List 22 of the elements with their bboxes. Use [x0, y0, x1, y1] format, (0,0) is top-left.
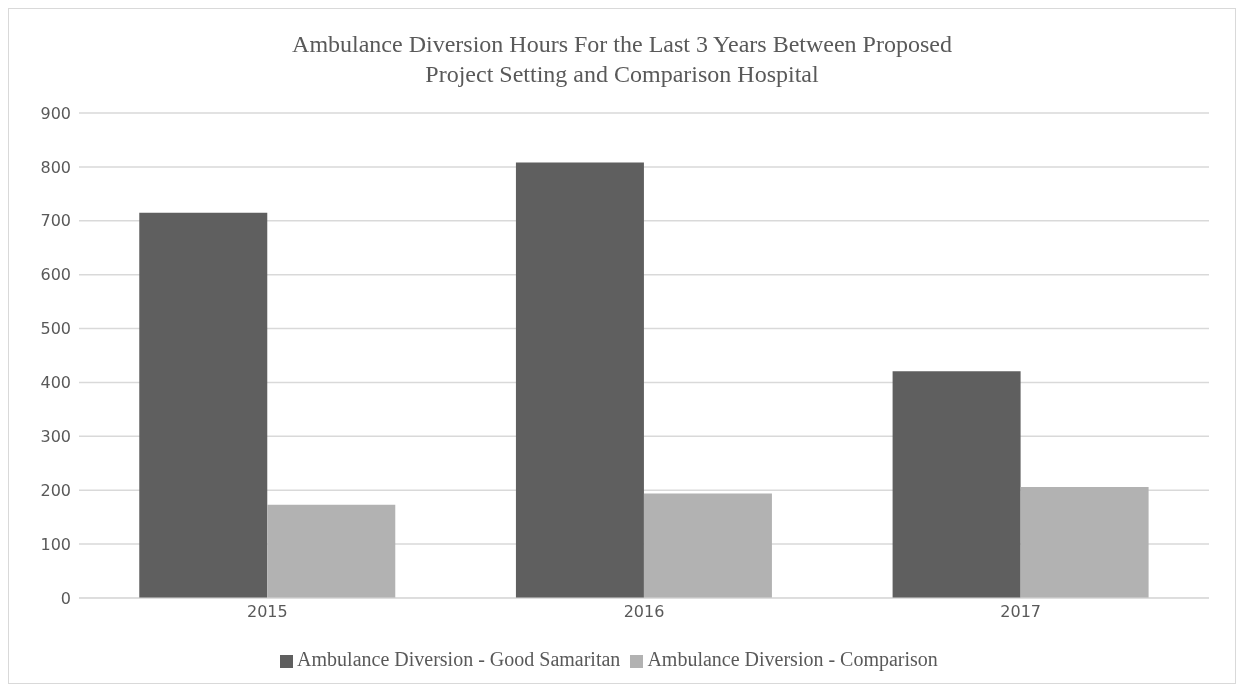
x-tick-label: 2016: [623, 602, 665, 622]
y-tick-label: 400: [40, 373, 71, 393]
bar: [892, 371, 1021, 598]
bar: [267, 504, 396, 598]
bar: [1020, 486, 1149, 598]
y-tick-label: 0: [60, 588, 71, 608]
y-tick-label: 300: [40, 427, 71, 447]
y-tick-label: 900: [40, 103, 71, 123]
legend-label: Ambulance Diversion - Comparison: [647, 648, 938, 670]
y-tick-label: 200: [40, 480, 71, 500]
bar: [643, 493, 772, 598]
legend-label: Ambulance Diversion - Good Samaritan: [297, 648, 621, 670]
y-tick-label: 600: [40, 265, 71, 285]
x-tick-label: 2017: [1000, 602, 1042, 622]
y-tick-label: 700: [40, 211, 71, 231]
y-tick-label: 100: [40, 534, 71, 554]
bar: [515, 162, 644, 598]
x-tick-label: 2015: [246, 602, 288, 622]
bar: [139, 212, 268, 598]
y-tick-label: 500: [40, 319, 71, 339]
y-tick-label: 800: [40, 157, 71, 177]
chart-title: Ambulance Diversion Hours For the Last 3 Years Between Proposed Project Setting and Comparison Hospital: [291, 30, 953, 89]
